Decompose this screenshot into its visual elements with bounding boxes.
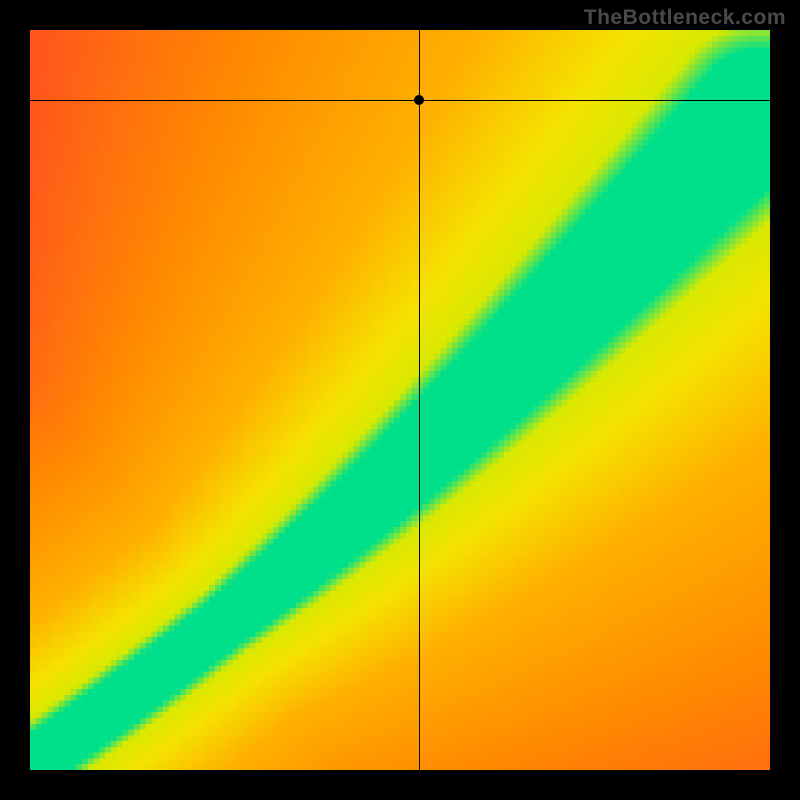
watermark-text: TheBottleneck.com (584, 6, 786, 30)
crosshair-horizontal (30, 100, 770, 101)
crosshair-vertical (419, 30, 420, 770)
heatmap-plot (30, 30, 770, 770)
heatmap-canvas (30, 30, 770, 770)
crosshair-marker (414, 95, 424, 105)
